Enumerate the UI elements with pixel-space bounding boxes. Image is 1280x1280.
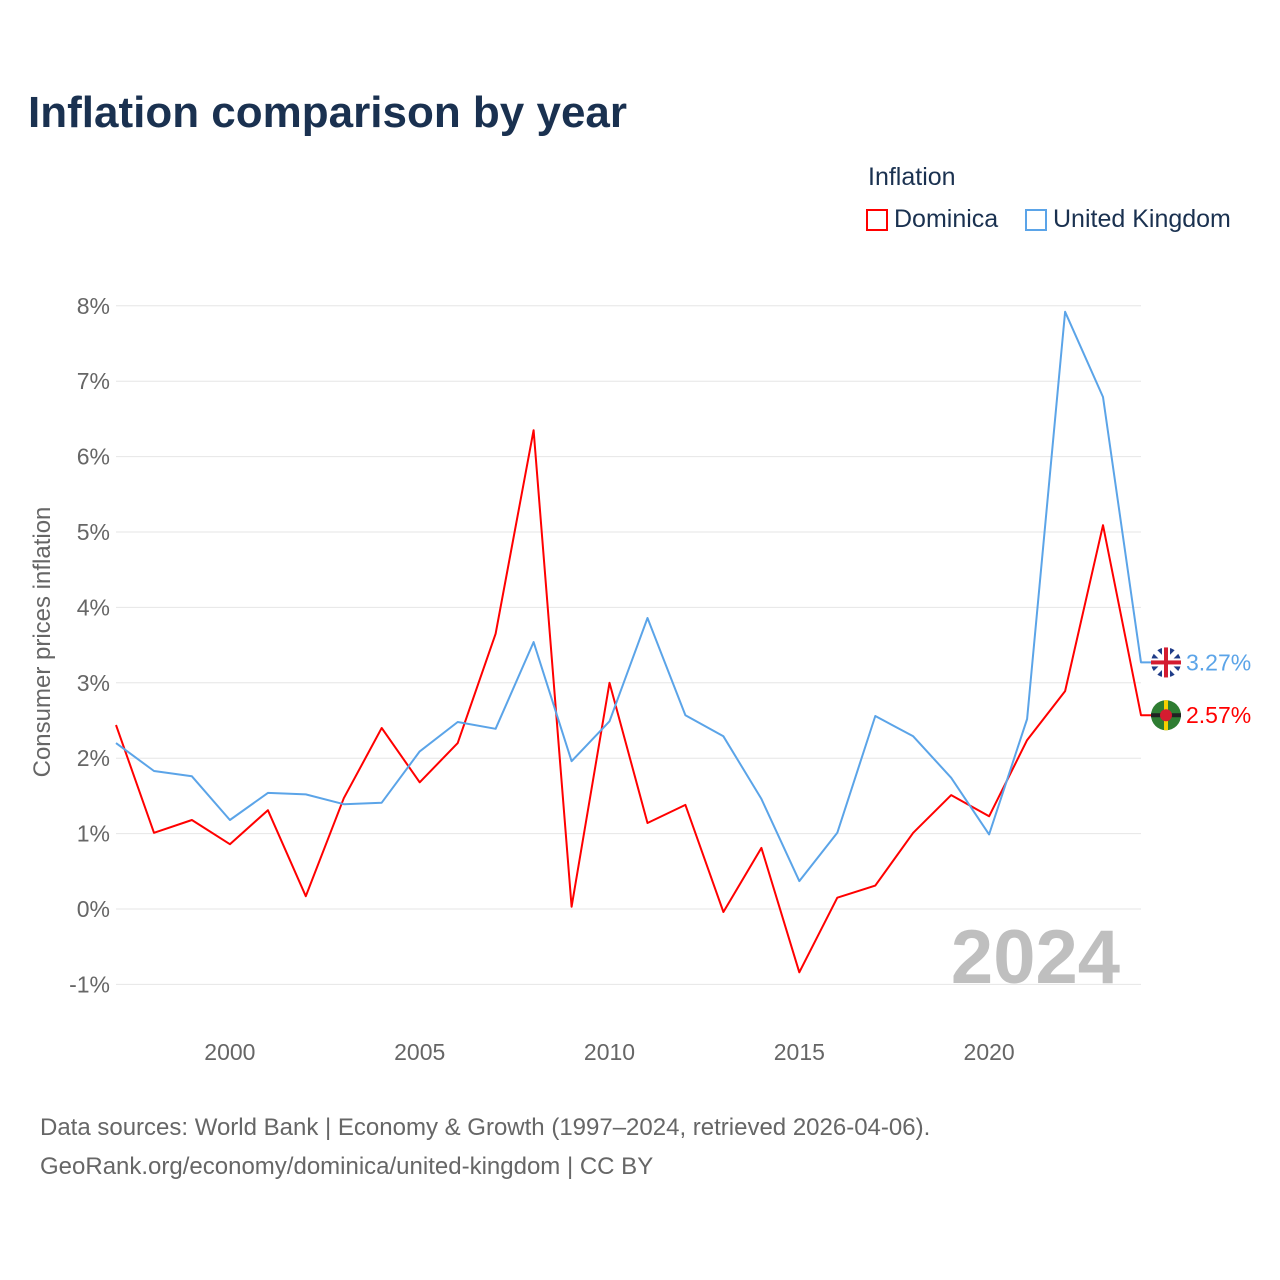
series-line-united-kingdom (115, 310, 1155, 883)
y-tick-label: 4% (77, 594, 110, 620)
y-tick-label: 6% (77, 444, 110, 470)
line-chart: -1% 0% 1% 2% 3% 4% 5% 6% 7% 8% 2000 2005 2010 2015 202… (29, 293, 1251, 1065)
x-tick-label: 2015 (774, 1039, 825, 1065)
y-tick-label: 7% (77, 368, 110, 394)
legend-label: United Kingdom (1053, 205, 1231, 233)
y-tick-label: 2% (77, 745, 110, 771)
x-tick-label: 2005 (394, 1039, 445, 1065)
legend-swatch-dominica (866, 208, 888, 231)
x-tick-label: 2000 (204, 1039, 255, 1065)
legend-item-dominica[interactable]: Dominica (866, 205, 998, 234)
legend-label: Dominica (894, 205, 999, 233)
end-value-label: 2.57% (1186, 702, 1251, 728)
footer-sources: Data sources: World Bank | Economy & Gro… (40, 1114, 931, 1141)
x-tick-label: 2010 (584, 1039, 635, 1065)
y-tick-label: 5% (77, 519, 110, 545)
y-tick-label: 8% (77, 293, 110, 319)
legend-title: Inflation (868, 163, 956, 191)
y-tick-label: 3% (77, 670, 110, 696)
legend-item-united-kingdom[interactable]: United Kingdom (1025, 205, 1231, 234)
y-tick-label: -1% (69, 971, 110, 997)
dominica-flag-disc (1160, 709, 1172, 722)
footer-link[interactable]: GeoRank.org/economy/dominica/united-king… (40, 1153, 654, 1180)
y-axis-label: Consumer prices inflation (29, 507, 56, 778)
y-tick-label: 1% (77, 821, 110, 847)
legend-swatch-united-kingdom (1025, 208, 1047, 231)
x-tick-label: 2020 (964, 1039, 1015, 1065)
series-line-dominica (115, 429, 1155, 974)
year-watermark: 2024 (951, 915, 1120, 1000)
end-value-label: 3.27% (1186, 649, 1251, 675)
footer: Data sources: World Bank | Economy & Gro… (40, 1108, 930, 1186)
uk-flag-cross-red (1164, 647, 1168, 678)
chart-title: Inflation comparison by year (28, 88, 628, 137)
y-tick-label: 0% (77, 896, 110, 922)
